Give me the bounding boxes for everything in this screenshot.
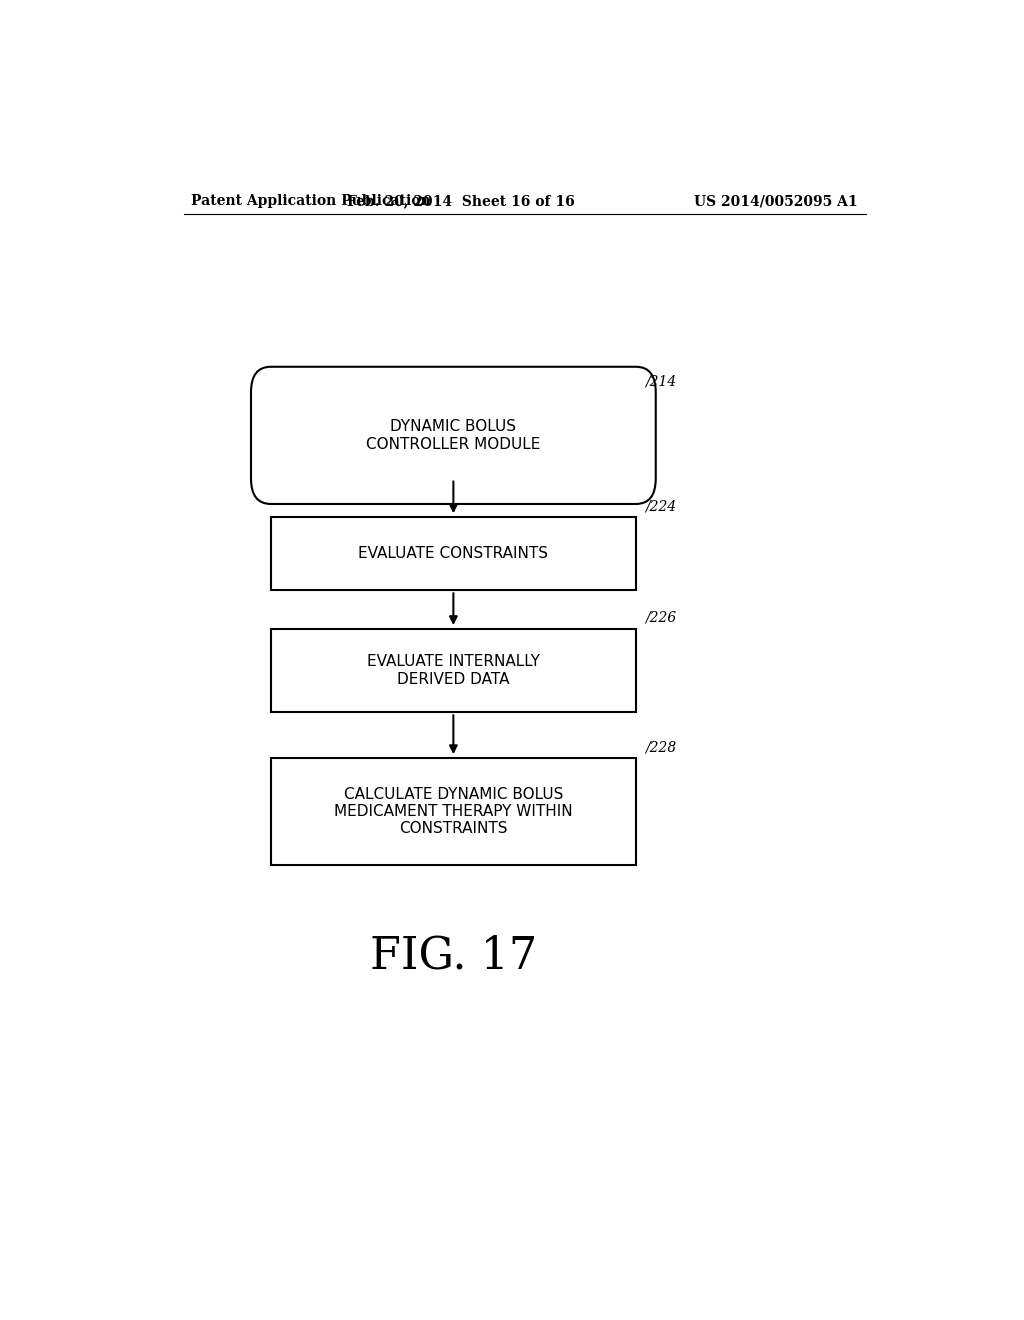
FancyBboxPatch shape bbox=[251, 367, 655, 504]
Text: EVALUATE CONSTRAINTS: EVALUATE CONSTRAINTS bbox=[358, 546, 549, 561]
Text: EVALUATE INTERNALLY
DERIVED DATA: EVALUATE INTERNALLY DERIVED DATA bbox=[367, 655, 540, 686]
Text: DYNAMIC BOLUS
CONTROLLER MODULE: DYNAMIC BOLUS CONTROLLER MODULE bbox=[367, 420, 541, 451]
Text: Feb. 20, 2014  Sheet 16 of 16: Feb. 20, 2014 Sheet 16 of 16 bbox=[347, 194, 575, 209]
Bar bbox=[270, 630, 636, 713]
Text: FIG. 17: FIG. 17 bbox=[370, 935, 537, 978]
Text: /228: /228 bbox=[645, 741, 677, 754]
Text: Patent Application Publication: Patent Application Publication bbox=[191, 194, 431, 209]
Text: /224: /224 bbox=[645, 499, 677, 513]
Text: /226: /226 bbox=[645, 611, 677, 624]
Text: US 2014/0052095 A1: US 2014/0052095 A1 bbox=[694, 194, 858, 209]
Bar bbox=[270, 517, 636, 590]
Text: /214: /214 bbox=[645, 374, 677, 388]
Bar bbox=[270, 758, 636, 865]
Text: CALCULATE DYNAMIC BOLUS
MEDICAMENT THERAPY WITHIN
CONSTRAINTS: CALCULATE DYNAMIC BOLUS MEDICAMENT THERA… bbox=[334, 787, 572, 837]
